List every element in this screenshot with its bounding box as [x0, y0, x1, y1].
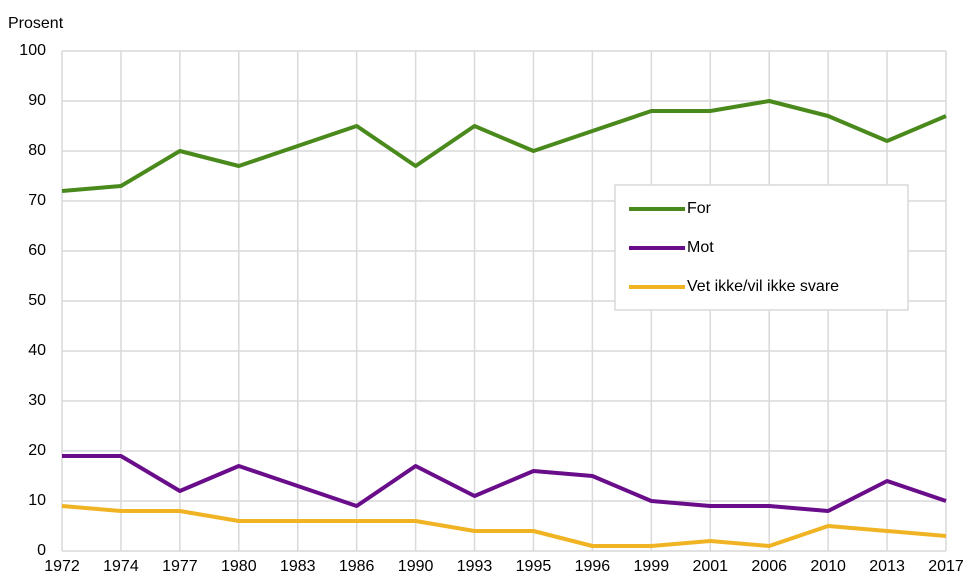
y-tick-label: 100	[19, 42, 46, 59]
series-line	[61, 99, 947, 193]
x-tick-label: 2013	[869, 558, 905, 575]
y-tick-label: 10	[28, 492, 46, 509]
x-tick-label: 2017	[928, 558, 964, 575]
y-tick-label: 70	[28, 192, 46, 209]
x-tick-label: 1972	[44, 558, 80, 575]
x-tick-label: 1980	[221, 558, 257, 575]
y-axis-label: Prosent	[8, 15, 64, 32]
series-line	[61, 504, 947, 548]
y-tick-label: 80	[28, 142, 46, 159]
x-tick-label: 1983	[280, 558, 316, 575]
x-tick-label: 2001	[692, 558, 728, 575]
y-tick-label: 90	[28, 92, 46, 109]
y-tick-label: 40	[28, 342, 46, 359]
series-line	[62, 454, 947, 513]
legend-label: Vet ikke/vil ikke svare	[687, 278, 839, 295]
x-tick-label: 1993	[457, 558, 493, 575]
x-tick-label: 1999	[634, 558, 670, 575]
x-tick-label: 1977	[162, 558, 198, 575]
y-tick-label: 20	[28, 442, 46, 459]
y-tick-label: 0	[37, 542, 46, 559]
x-tick-label: 1995	[516, 558, 552, 575]
legend-label: Mot	[687, 239, 714, 256]
x-tick-label: 1974	[103, 558, 139, 575]
x-tick-label: 2010	[810, 558, 846, 575]
y-tick-label: 30	[28, 392, 46, 409]
x-tick-label: 2006	[751, 558, 787, 575]
legend-label: For	[687, 200, 712, 217]
y-tick-label: 50	[28, 292, 46, 309]
x-tick-label: 1996	[575, 558, 611, 575]
y-tick-label: 60	[28, 242, 46, 259]
x-tick-label: 1986	[339, 558, 375, 575]
x-tick-label: 1990	[398, 558, 434, 575]
